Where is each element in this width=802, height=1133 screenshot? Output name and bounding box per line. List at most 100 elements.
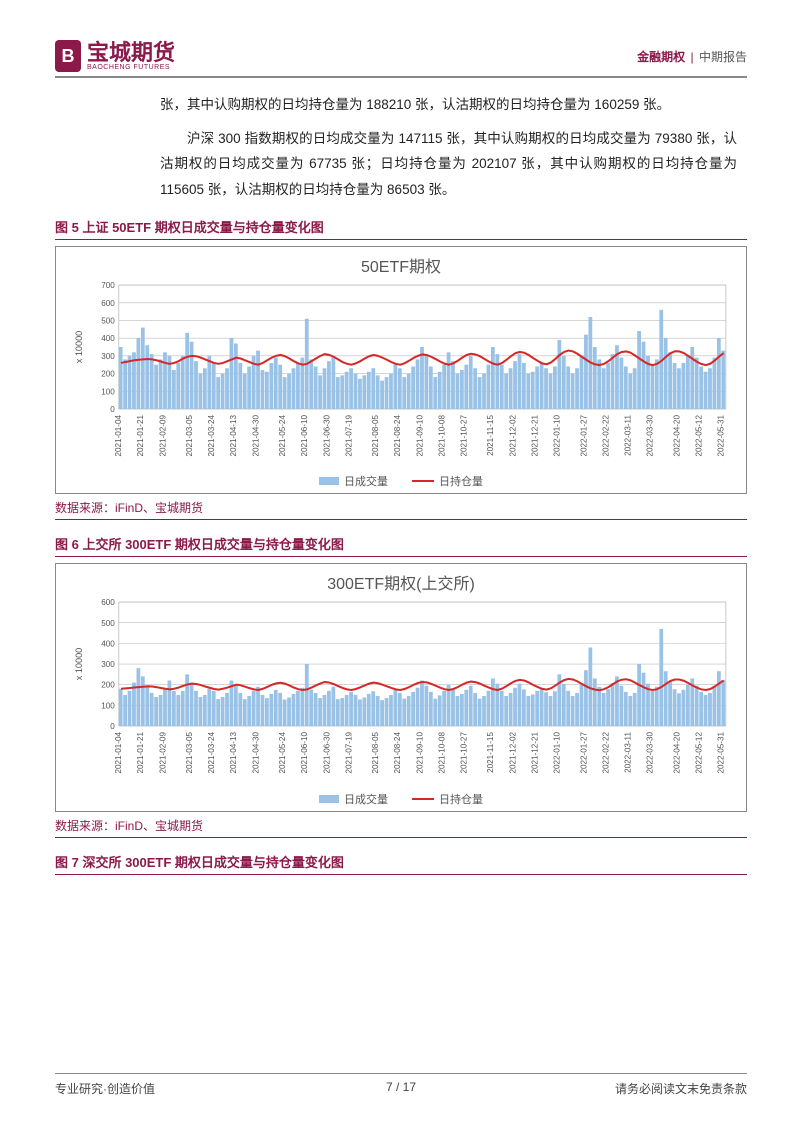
header-report-type: 中期报告 — [699, 50, 747, 64]
svg-text:2022-03-11: 2022-03-11 — [624, 732, 633, 773]
svg-text:2022-05-31: 2022-05-31 — [717, 732, 726, 774]
svg-text:2022-01-27: 2022-01-27 — [579, 414, 588, 456]
svg-text:500: 500 — [101, 316, 115, 325]
svg-text:2021-06-10: 2021-06-10 — [300, 732, 309, 774]
legend-bar-label: 日成交量 — [344, 473, 388, 489]
legend-bar: 日成交量 — [319, 473, 388, 489]
svg-text:2021-07-19: 2021-07-19 — [344, 732, 353, 774]
svg-text:100: 100 — [101, 387, 115, 396]
svg-text:2021-12-21: 2021-12-21 — [531, 732, 540, 774]
figure-6-legend: 日成交量 日持仓量 — [66, 791, 736, 807]
svg-text:2021-10-27: 2021-10-27 — [460, 732, 469, 774]
svg-text:2021-05-24: 2021-05-24 — [278, 732, 287, 774]
svg-text:200: 200 — [101, 681, 115, 690]
svg-text:2022-03-11: 2022-03-11 — [624, 414, 633, 455]
svg-text:2022-01-10: 2022-01-10 — [553, 732, 562, 774]
svg-text:2021-09-10: 2021-09-10 — [415, 732, 424, 774]
svg-text:2021-04-13: 2021-04-13 — [229, 414, 238, 456]
svg-text:2021-09-10: 2021-09-10 — [415, 414, 424, 456]
figure-5-source: 数据来源：iFinD、宝城期货 — [55, 499, 747, 520]
svg-text:2021-08-05: 2021-08-05 — [371, 732, 380, 774]
paragraph-2: 沪深 300 指数期权的日均成交量为 147115 张，其中认购期权的日均成交量… — [160, 126, 737, 203]
svg-text:2022-01-10: 2022-01-10 — [553, 414, 562, 456]
svg-text:2021-06-30: 2021-06-30 — [322, 414, 331, 456]
svg-text:2021-01-04: 2021-01-04 — [114, 732, 123, 774]
footer-page-number: 7 / 17 — [386, 1080, 416, 1094]
legend-line: 日持仓量 — [412, 473, 483, 489]
svg-text:2021-03-05: 2021-03-05 — [185, 414, 194, 456]
svg-text:2021-06-10: 2021-06-10 — [300, 414, 309, 456]
page-footer: 专业研究·创造价值 7 / 17 请务必阅读文末免责条款 — [55, 1073, 747, 1097]
svg-text:2021-12-21: 2021-12-21 — [531, 414, 540, 456]
line-swatch-icon — [412, 798, 434, 800]
svg-text:2021-10-08: 2021-10-08 — [437, 732, 446, 774]
paragraph-1: 张，其中认购期权的日均持仓量为 188210 张，认沽期权的日均持仓量为 160… — [160, 92, 737, 118]
svg-text:400: 400 — [101, 334, 115, 343]
svg-text:2021-11-15: 2021-11-15 — [486, 732, 495, 773]
figure-6-source: 数据来源：iFinD、宝城期货 — [55, 817, 747, 838]
figure-6-title: 图 6 上交所 300ETF 期权日成交量与持仓量变化图 — [55, 534, 747, 557]
svg-text:2022-02-22: 2022-02-22 — [601, 732, 610, 774]
svg-text:2022-05-12: 2022-05-12 — [694, 414, 703, 456]
svg-text:2021-08-24: 2021-08-24 — [393, 414, 402, 456]
svg-text:2022-04-20: 2022-04-20 — [672, 732, 681, 774]
figure-5-svg: 0 100 200 300 400 500 600 700 x 10000 2021-01-04 2… — [66, 279, 736, 472]
svg-text:2021-04-30: 2021-04-30 — [251, 732, 260, 774]
svg-text:2021-02-09: 2021-02-09 — [158, 414, 167, 456]
svg-text:2021-08-24: 2021-08-24 — [393, 732, 402, 774]
svg-text:2021-06-30: 2021-06-30 — [322, 732, 331, 774]
figure-7-title: 图 7 深交所 300ETF 期权日成交量与持仓量变化图 — [55, 852, 747, 875]
header-category-accent: 金融期权 — [637, 50, 685, 64]
svg-text:2022-03-30: 2022-03-30 — [646, 414, 655, 456]
page-header: B 宝城期货 BAOCHENG FUTURES 金融期权 | 中期报告 — [55, 40, 747, 78]
footer-right: 请务必阅读文末免责条款 — [615, 1080, 747, 1097]
logo: B 宝城期货 BAOCHENG FUTURES — [55, 40, 175, 72]
svg-text:x 10000: x 10000 — [74, 330, 84, 362]
figure-6-chart-title: 300ETF期权(上交所) — [66, 570, 736, 594]
figure-5-chart: 50ETF期权 0 100 200 300 400 500 600 700 x 10000 202… — [55, 246, 747, 495]
legend-line-label: 日持仓量 — [439, 791, 483, 807]
svg-text:500: 500 — [101, 619, 115, 628]
svg-text:100: 100 — [101, 702, 115, 711]
svg-text:0: 0 — [110, 722, 115, 731]
svg-text:2021-08-05: 2021-08-05 — [371, 414, 380, 456]
logo-mark-icon: B — [55, 40, 81, 72]
svg-text:2021-11-15: 2021-11-15 — [486, 414, 495, 455]
svg-text:2021-07-19: 2021-07-19 — [344, 414, 353, 456]
bar-swatch-icon — [319, 477, 339, 485]
svg-text:700: 700 — [101, 281, 115, 290]
legend-bar: 日成交量 — [319, 791, 388, 807]
svg-text:2021-01-04: 2021-01-04 — [114, 414, 123, 456]
svg-text:600: 600 — [101, 298, 115, 307]
logo-text-cn: 宝城期货 — [87, 42, 175, 64]
svg-text:400: 400 — [101, 640, 115, 649]
figure-6-svg: 0 100 200 300 400 500 600 x 10000 2021-01-04 2021… — [66, 596, 736, 789]
svg-text:2022-01-27: 2022-01-27 — [579, 732, 588, 774]
svg-text:2021-04-13: 2021-04-13 — [229, 732, 238, 774]
figure-6-chart: 300ETF期权(上交所) 0 100 200 300 400 500 600 x 10000… — [55, 563, 747, 812]
svg-text:600: 600 — [101, 599, 115, 608]
figure-5-chart-title: 50ETF期权 — [66, 253, 736, 277]
svg-text:2021-02-09: 2021-02-09 — [158, 732, 167, 774]
header-category: 金融期权 | 中期报告 — [637, 48, 747, 65]
svg-text:2021-10-08: 2021-10-08 — [437, 414, 446, 456]
legend-bar-label: 日成交量 — [344, 791, 388, 807]
svg-text:2021-12-02: 2021-12-02 — [508, 414, 517, 456]
svg-text:2021-01-21: 2021-01-21 — [136, 414, 145, 456]
svg-text:2022-03-30: 2022-03-30 — [646, 732, 655, 774]
svg-text:300: 300 — [101, 351, 115, 360]
svg-text:2022-02-22: 2022-02-22 — [601, 414, 610, 456]
svg-text:x 10000: x 10000 — [74, 648, 84, 680]
svg-text:200: 200 — [101, 369, 115, 378]
figure-5-legend: 日成交量 日持仓量 — [66, 473, 736, 489]
svg-text:2021-10-27: 2021-10-27 — [460, 414, 469, 456]
svg-text:2022-05-12: 2022-05-12 — [694, 732, 703, 774]
svg-text:2021-01-21: 2021-01-21 — [136, 732, 145, 774]
bar-swatch-icon — [319, 795, 339, 803]
svg-text:2021-03-05: 2021-03-05 — [185, 732, 194, 774]
svg-text:2021-03-24: 2021-03-24 — [207, 732, 216, 774]
svg-text:0: 0 — [110, 405, 115, 414]
svg-text:300: 300 — [101, 660, 115, 669]
svg-text:2021-03-24: 2021-03-24 — [207, 414, 216, 456]
svg-text:2022-04-20: 2022-04-20 — [672, 414, 681, 456]
